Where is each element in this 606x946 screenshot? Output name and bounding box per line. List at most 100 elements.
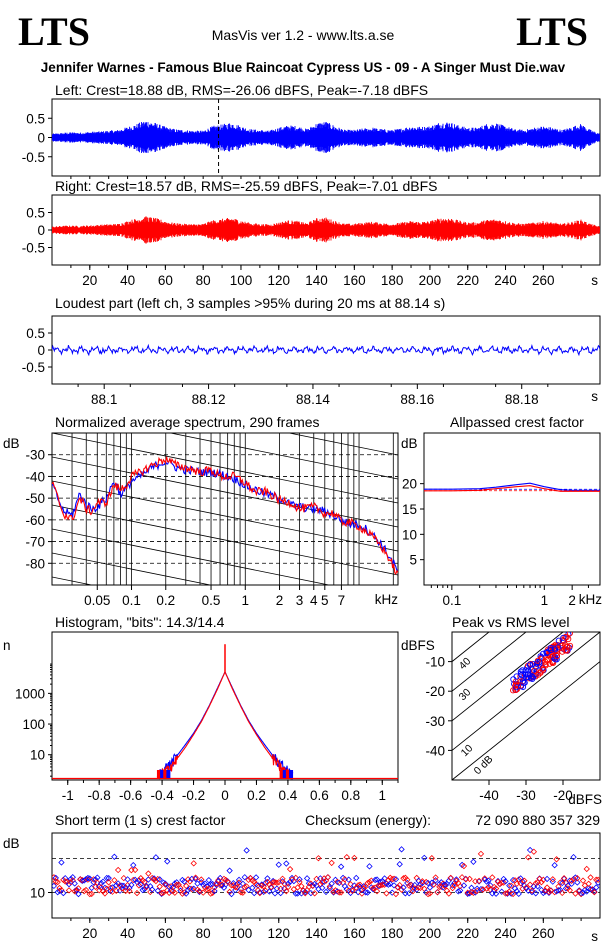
spectrum-slope-line bbox=[168, 433, 398, 480]
crest-point-left bbox=[226, 867, 233, 874]
crest-point-left bbox=[570, 853, 577, 861]
pvr-point bbox=[512, 681, 520, 688]
crest-xunit: s bbox=[591, 929, 598, 944]
spectrum-ytick-label: -40 bbox=[25, 469, 45, 484]
crest-point-right bbox=[156, 883, 163, 890]
crest-point-left bbox=[275, 861, 282, 868]
crest-point-left bbox=[173, 879, 180, 886]
crest-point-left bbox=[385, 881, 392, 888]
crest-point-left bbox=[506, 882, 513, 889]
crest-point-right bbox=[528, 887, 536, 894]
crest-xtick-label: 260 bbox=[532, 926, 555, 941]
spectrum-xtick-label: 0.1 bbox=[122, 593, 141, 608]
spectrum-series-right bbox=[52, 456, 398, 575]
crest-point-left bbox=[105, 875, 112, 882]
spectrum-slope-line bbox=[52, 504, 398, 576]
pvr-point bbox=[537, 669, 544, 676]
spectrum-slope-line bbox=[52, 433, 398, 504]
crest-point-left bbox=[353, 874, 360, 882]
crest-point-right bbox=[426, 890, 434, 897]
spectrum-slope-line bbox=[52, 552, 213, 585]
crest-point-left bbox=[54, 889, 61, 896]
loudest-ytick-label: 0 bbox=[37, 343, 45, 358]
crest-point-right bbox=[583, 865, 590, 873]
crest-point-right bbox=[215, 877, 222, 884]
crest-point-right bbox=[445, 890, 452, 897]
crest-point-left bbox=[555, 887, 562, 894]
loudest-title: Loudest part (left ch, 3 samples >95% du… bbox=[55, 295, 445, 311]
spectrum-slope-line bbox=[52, 480, 398, 552]
crest-point-right bbox=[458, 874, 466, 881]
crest-point-right bbox=[264, 878, 271, 886]
crest-point-right bbox=[324, 874, 332, 881]
pvr-point bbox=[563, 634, 570, 641]
crest-point-left bbox=[485, 877, 492, 884]
spectrum-xtick-label: 1 bbox=[242, 593, 250, 608]
crest-point-right bbox=[419, 878, 426, 885]
crest-point-left bbox=[322, 888, 330, 896]
right-channel-xtick-label: 40 bbox=[120, 273, 135, 288]
pvr-point bbox=[532, 664, 539, 671]
allpass-ytick-label: 15 bbox=[402, 502, 417, 517]
plot-layer: 0.50-0.50.50-0.520 40 60 80 100 120 140 160 180 2… bbox=[15, 98, 601, 941]
allpass-title: Allpassed crest factor bbox=[450, 414, 584, 430]
spectrum-xtick-label: 2 bbox=[276, 593, 284, 608]
crest-point-right bbox=[262, 887, 269, 894]
crest-point-right bbox=[525, 854, 532, 861]
crest-point-left bbox=[577, 890, 585, 897]
crest-point-right bbox=[217, 881, 224, 889]
crest-point-left bbox=[392, 876, 400, 883]
crest-point-right bbox=[311, 890, 318, 897]
crest-point-left bbox=[455, 888, 462, 895]
crest-point-left bbox=[264, 875, 271, 882]
spectrum-xtick-label: 4 bbox=[310, 593, 318, 608]
crest-point-left bbox=[502, 878, 509, 885]
pvr-crest-line bbox=[452, 661, 600, 780]
crest-point-right bbox=[269, 879, 277, 886]
crest-point-right bbox=[557, 879, 564, 886]
crest-point-right bbox=[530, 848, 538, 855]
crest-point-right bbox=[526, 881, 534, 888]
crest-point-right bbox=[211, 884, 218, 891]
crest-point-right bbox=[360, 885, 367, 892]
histogram-tail-bin bbox=[282, 770, 287, 778]
crest-point-left bbox=[99, 878, 107, 885]
crest-point-right bbox=[398, 886, 405, 893]
crest-point-left bbox=[449, 882, 456, 889]
crest-point-left bbox=[320, 878, 328, 885]
crest-point-left bbox=[243, 847, 250, 854]
right-xunit: s bbox=[591, 273, 598, 288]
pvr-point bbox=[552, 656, 559, 663]
crest-point-right bbox=[141, 878, 148, 886]
crest-point-right bbox=[177, 884, 184, 892]
crest-point-left bbox=[362, 889, 369, 896]
crest-point-right bbox=[468, 888, 475, 896]
pvr-point bbox=[533, 660, 540, 667]
crest-point-left bbox=[540, 889, 547, 897]
crest-point-left bbox=[205, 876, 213, 884]
crest-point-left bbox=[474, 885, 481, 892]
crest-point-left bbox=[94, 874, 101, 881]
pvr-points bbox=[510, 632, 574, 694]
crest-xtick-label: 40 bbox=[120, 926, 135, 941]
histogram-xtick-label: -1 bbox=[62, 788, 74, 803]
histogram-xtick-label: 0.8 bbox=[341, 788, 360, 803]
crest-point-right bbox=[154, 875, 161, 883]
crest-point-left bbox=[411, 881, 418, 889]
crest-point-left bbox=[366, 863, 373, 870]
crest-line-label-40: 40 bbox=[457, 655, 474, 672]
spectrum-ytick-label: -50 bbox=[25, 491, 45, 506]
crest-point-right bbox=[475, 877, 483, 885]
crest-point-right bbox=[171, 889, 178, 896]
app-title: MasVis ver 1.2 - www.lts.a.se bbox=[212, 27, 395, 43]
right-channel-xtick-label: 240 bbox=[494, 273, 517, 288]
crest-point-left bbox=[198, 879, 205, 886]
crest-point-left bbox=[328, 880, 335, 887]
crest-point-left bbox=[245, 886, 252, 894]
pvr-frame bbox=[451, 631, 601, 781]
crest-point-left bbox=[390, 882, 398, 889]
right-channel-xtick-label: 220 bbox=[456, 273, 479, 288]
spectrum-ytick-label: -70 bbox=[25, 535, 45, 550]
loudest-xtick-label: 88.12 bbox=[192, 392, 226, 407]
crest-point-left bbox=[162, 880, 169, 887]
